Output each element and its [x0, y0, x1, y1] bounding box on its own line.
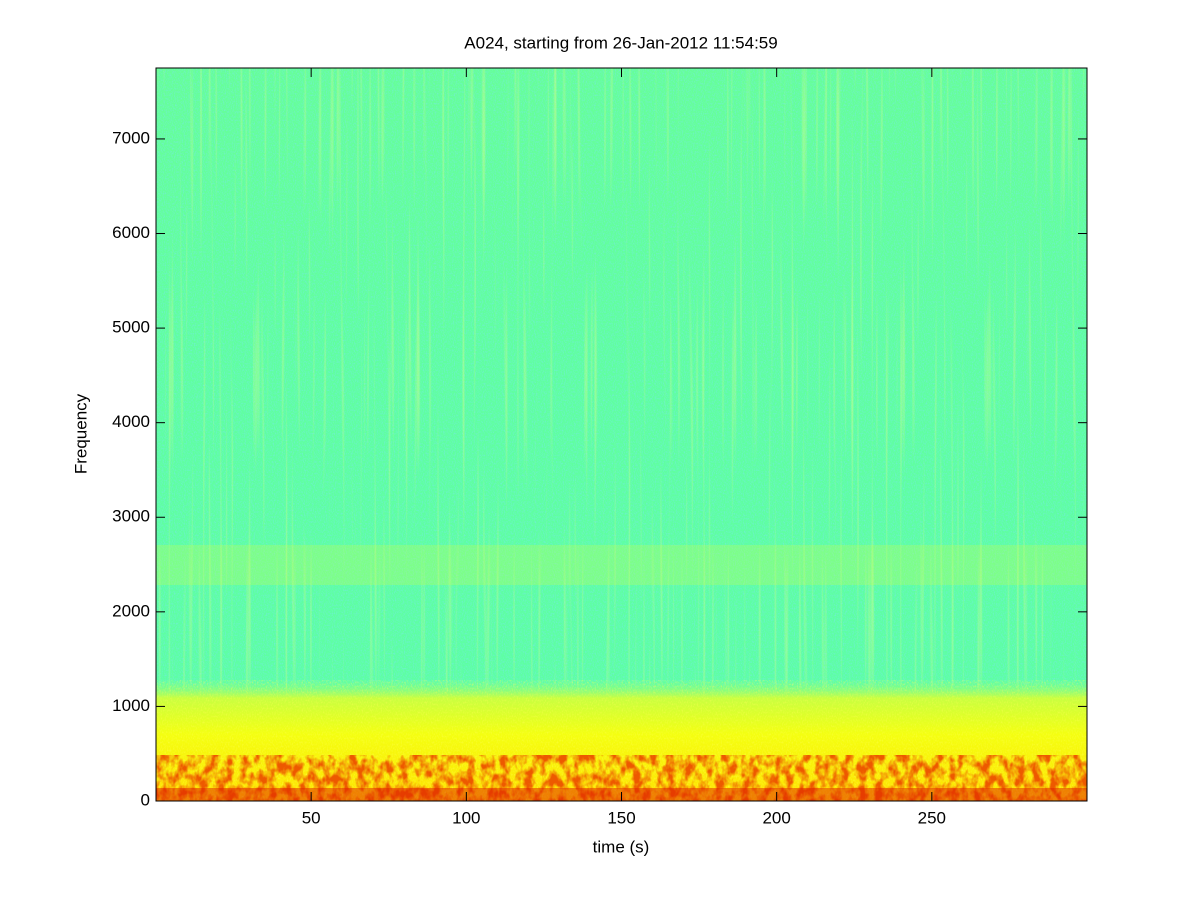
y-tick-label: 7000 — [112, 128, 150, 147]
y-tick-label: 3000 — [112, 507, 150, 526]
y-tick-label: 5000 — [112, 318, 150, 337]
y-tick-label: 0 — [141, 790, 150, 809]
chart-title: A024, starting from 26-Jan-2012 11:54:59 — [464, 33, 777, 52]
y-tick-label: 2000 — [112, 601, 150, 620]
y-axis-label: Frequency — [71, 393, 90, 474]
x-tick-label: 50 — [302, 808, 321, 827]
x-tick-label: 150 — [607, 808, 635, 827]
y-tick-label: 6000 — [112, 223, 150, 242]
y-tick-label: 4000 — [112, 412, 150, 431]
x-tick-label: 100 — [452, 808, 480, 827]
x-tick-label: 250 — [918, 808, 946, 827]
x-axis-label: time (s) — [593, 837, 650, 856]
spectrogram-image — [156, 68, 1087, 801]
x-tick-label: 200 — [762, 808, 790, 827]
y-tick-label: 1000 — [112, 696, 150, 715]
